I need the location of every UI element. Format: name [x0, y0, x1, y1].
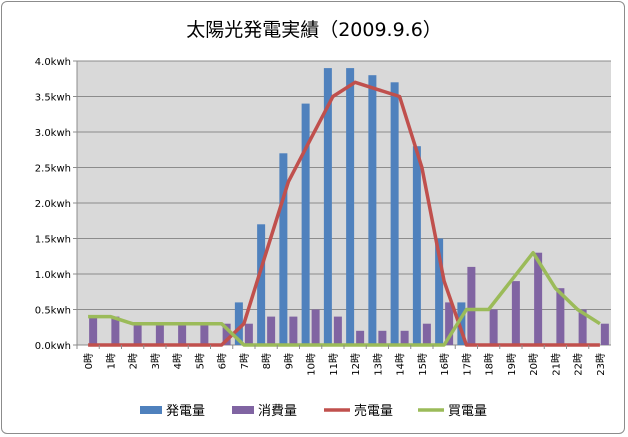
x-tick-label: 20時: [528, 353, 540, 376]
x-tick-label: 15時: [417, 353, 429, 376]
y-tick-label: 2.5kwh: [35, 164, 71, 175]
y-tick-label: 4.0kwh: [35, 57, 71, 68]
bar-発電量: [257, 224, 266, 345]
bar-発電量: [323, 68, 332, 345]
bar-消費量: [155, 323, 164, 345]
bar-発電量: [279, 153, 288, 345]
x-tick-label: 1時: [105, 353, 117, 369]
bar-消費量: [222, 323, 231, 345]
legend: 発電量 消費量 売電量 買電量: [140, 403, 487, 419]
x-tick-label: 14時: [395, 353, 407, 376]
y-tick-label: 0.0kwh: [35, 341, 71, 352]
x-tick-label: 16時: [439, 353, 451, 376]
bar-消費量: [489, 309, 498, 345]
bar-消費量: [244, 323, 253, 345]
bar-消費量: [578, 309, 587, 345]
plot-area: 0.0kwh 0.5kwh 1.0kwh 1.5kwh 2.0kwh 2.5kwh 3.0k…: [35, 57, 611, 376]
bar-消費量: [556, 288, 565, 345]
bar-発電量: [301, 103, 310, 345]
y-tick-label: 0.5kwh: [35, 306, 71, 317]
bar-消費量: [511, 281, 520, 345]
bar-発電量: [346, 68, 355, 345]
x-tick-label: 5時: [194, 353, 206, 369]
x-tick-label: 0時: [83, 353, 95, 369]
bar-消費量: [311, 309, 320, 345]
legend-swatch-消費量: [232, 406, 254, 414]
bar-消費量: [111, 316, 120, 345]
bar-消費量: [289, 316, 298, 345]
x-tick-label: 7時: [239, 353, 251, 369]
x-tick-label: 10時: [306, 353, 318, 376]
legend-label-売電量: 売電量: [354, 403, 393, 419]
legend-label-発電量: 発電量: [166, 404, 205, 419]
x-tick-label: 6時: [217, 353, 229, 369]
bar-消費量: [534, 252, 543, 345]
legend-swatch-発電量: [140, 406, 162, 414]
bar-消費量: [200, 323, 209, 345]
x-tick-label: 11時: [328, 353, 340, 376]
bar-消費量: [400, 330, 409, 345]
bar-発電量: [234, 302, 243, 345]
x-tick-label: 8時: [261, 353, 273, 369]
chart-title: 太陽光発電実績（2009.9.6）: [186, 19, 442, 41]
bar-消費量: [178, 323, 187, 345]
x-tick-label: 22時: [573, 353, 585, 376]
bar-消費量: [467, 266, 476, 345]
x-tick-label: 13時: [372, 353, 384, 376]
bar-消費量: [422, 323, 431, 345]
x-tick-label: 17時: [461, 353, 473, 376]
x-tick-label: 18時: [484, 353, 496, 376]
x-tick-label: 4時: [172, 353, 184, 369]
x-tick-label: 19時: [506, 353, 518, 376]
bar-消費量: [600, 323, 609, 345]
line-売電量: [88, 80, 600, 347]
bar-発電量: [412, 146, 421, 345]
y-tick-label: 2.0kwh: [35, 199, 71, 210]
bar-消費量: [356, 330, 365, 345]
y-tick-label: 3.5kwh: [35, 93, 71, 104]
legend-label-消費量: 消費量: [258, 404, 297, 419]
x-tick-label: 23時: [595, 353, 607, 376]
legend-label-買電量: 買電量: [448, 404, 487, 419]
bar-消費量: [133, 323, 142, 345]
bar-消費量: [333, 316, 342, 345]
bar-発電量: [457, 302, 466, 345]
bar-発電量: [368, 75, 377, 345]
y-tick-label: 3.0kwh: [35, 128, 71, 139]
x-tick-label: 12時: [350, 353, 362, 376]
bar-発電量: [390, 82, 399, 346]
bar-消費量: [378, 330, 387, 345]
y-tick-label: 1.0kwh: [35, 270, 71, 281]
x-tick-label: 2時: [128, 353, 140, 369]
x-tick-label: 3時: [150, 353, 162, 369]
x-tick-label: 21時: [550, 353, 562, 376]
bar-発電量: [435, 238, 444, 345]
bar-消費量: [445, 302, 454, 345]
bar-消費量: [89, 316, 98, 345]
y-tick-label: 1.5kwh: [35, 235, 71, 246]
x-tick-label: 9時: [283, 353, 295, 369]
bar-消費量: [267, 316, 276, 345]
